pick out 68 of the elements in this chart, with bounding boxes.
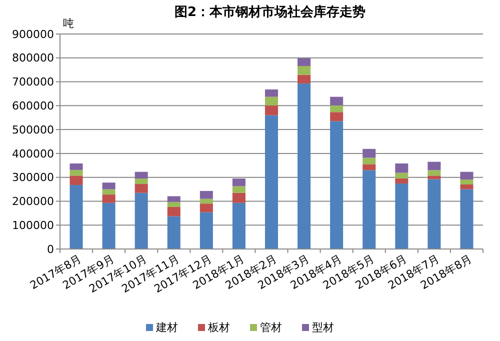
- bar: [232, 192, 246, 203]
- bar: [232, 178, 246, 186]
- bar: [362, 164, 376, 170]
- bar: [102, 182, 116, 190]
- bar: [330, 105, 344, 112]
- bar: [428, 176, 441, 180]
- bar: [167, 202, 180, 207]
- bar: [428, 170, 441, 176]
- bar: [70, 163, 83, 170]
- y-tick-label: 400000: [12, 147, 54, 160]
- bar: [298, 83, 311, 249]
- bar: [264, 89, 278, 97]
- bar: [330, 121, 344, 249]
- legend-label: 型材: [312, 321, 334, 334]
- bar: [362, 148, 376, 158]
- bar: [395, 163, 408, 173]
- y-tick-label: 0: [47, 242, 54, 256]
- bar: [362, 170, 376, 249]
- bar: [298, 58, 311, 66]
- bar: [362, 158, 376, 164]
- y-tick-label: 700000: [12, 76, 54, 89]
- bar: [264, 96, 278, 106]
- bar: [460, 184, 474, 190]
- y-axis-title: 吨: [63, 17, 74, 30]
- bar: [167, 206, 180, 216]
- y-tick-label: 300000: [12, 171, 54, 184]
- bar: [460, 172, 474, 180]
- bar: [330, 96, 344, 106]
- bar: [102, 202, 116, 249]
- y-tick-label: 800000: [12, 52, 54, 65]
- bar: [134, 178, 148, 184]
- bar: [232, 186, 246, 193]
- bar: [200, 212, 213, 249]
- bar: [395, 178, 408, 184]
- bar: [330, 112, 344, 122]
- bar: [264, 105, 278, 116]
- bar: [460, 179, 474, 184]
- bar: [167, 216, 180, 249]
- legend-label: 建材: [155, 321, 178, 334]
- bar: [70, 170, 83, 176]
- bar: [428, 162, 441, 170]
- bar: [200, 190, 213, 199]
- bar: [200, 204, 213, 212]
- bar: [298, 74, 311, 84]
- bar: [298, 66, 311, 75]
- bar: [167, 196, 180, 202]
- bar: [200, 198, 213, 204]
- y-tick-label: 100000: [12, 218, 54, 232]
- legend-label: 管材: [260, 321, 282, 334]
- bar: [102, 189, 116, 195]
- bar: [264, 115, 278, 249]
- chart-title: 图2：本市钢材市场社会库存走势: [174, 4, 366, 20]
- bar: [102, 194, 116, 203]
- bar: [70, 176, 83, 185]
- y-tick-label: 200000: [12, 195, 54, 208]
- bar: [460, 189, 474, 249]
- bar: [395, 172, 408, 179]
- bar: [70, 184, 83, 249]
- bar: [134, 184, 148, 193]
- legend-label: 板材: [207, 321, 230, 334]
- bar: [395, 184, 408, 249]
- y-tick-label: 900000: [12, 28, 54, 41]
- y-tick-label: 500000: [12, 123, 54, 136]
- bar: [134, 172, 148, 179]
- bar: [134, 192, 148, 249]
- y-tick-label: 600000: [12, 100, 54, 113]
- bar: [232, 202, 246, 249]
- bar: [428, 179, 441, 249]
